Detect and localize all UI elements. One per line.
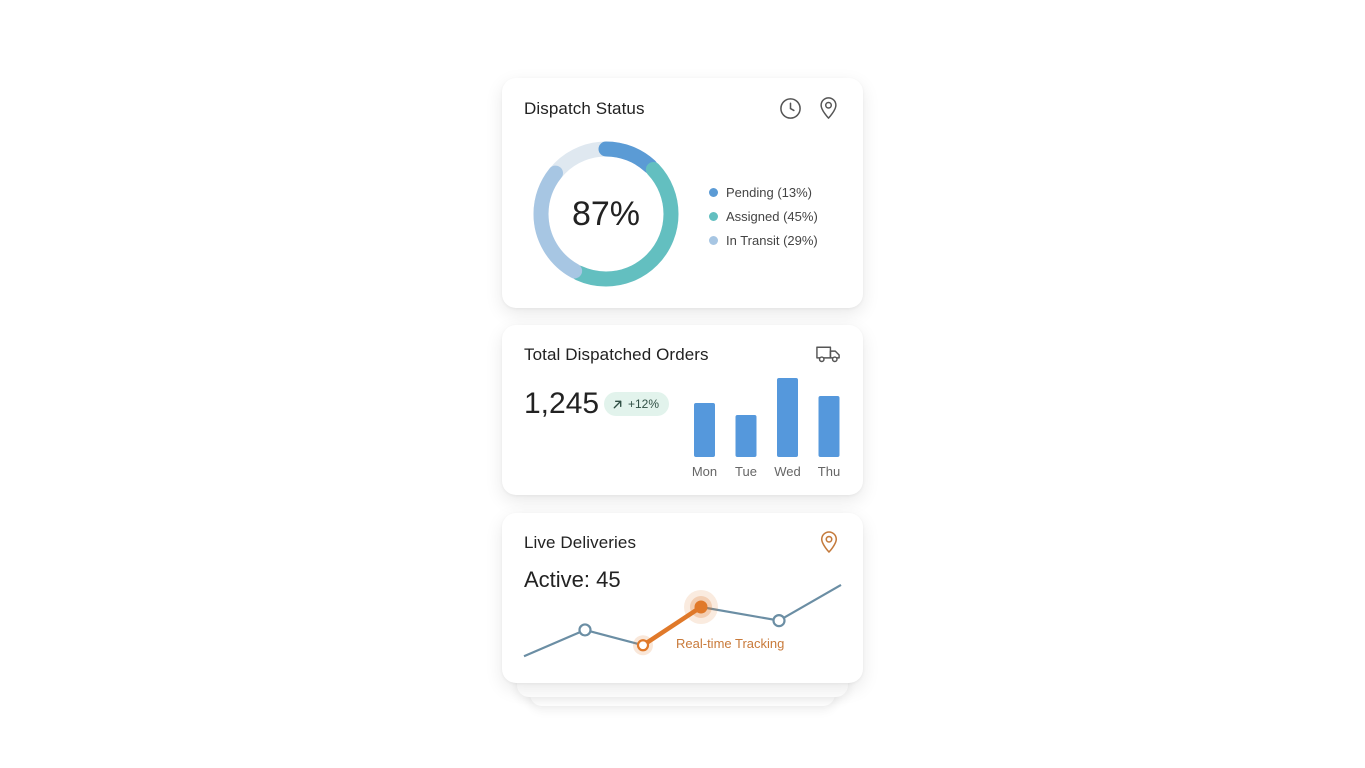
truck-icon[interactable] — [815, 344, 842, 364]
total-orders-value: 1,245 — [524, 387, 600, 420]
clock-icon[interactable] — [779, 97, 802, 120]
bar-label: Tue — [735, 464, 757, 479]
trend-value: +12% — [628, 397, 660, 411]
highlighted-segment — [640, 604, 704, 648]
donut-segment — [533, 141, 679, 287]
total-orders-title: Total Dispatched Orders — [524, 345, 709, 364]
live-deliveries-line-chart — [523, 583, 842, 658]
legend-label: In Transit (29%) — [726, 232, 818, 248]
legend-color-dot — [709, 211, 718, 221]
legend-item: In Transit (29%) — [709, 228, 818, 252]
bar-tue[interactable] — [735, 415, 757, 457]
donut-segment — [533, 141, 679, 287]
legend-label: Pending (13%) — [726, 184, 812, 200]
bar-thu[interactable] — [818, 396, 840, 457]
map-pin-icon[interactable] — [819, 530, 839, 554]
delivery-point[interactable] — [578, 623, 592, 637]
map-pin-icon[interactable] — [818, 96, 839, 120]
dispatch-status-card[interactable]: Dispatch Status 87% Pending (13%) Assigne… — [502, 78, 863, 308]
bar-label: Thu — [818, 464, 840, 479]
dispatch-status-title: Dispatch Status — [524, 99, 645, 118]
legend-color-dot — [709, 235, 718, 245]
dispatch-percentage: 87% — [571, 194, 641, 233]
delivery-point[interactable] — [772, 613, 786, 628]
bar-wed[interactable] — [777, 378, 798, 457]
legend-item: Assigned (45%) — [709, 204, 818, 228]
live-deliveries-card[interactable]: Live Deliveries Active: 45 Real-time Tra… — [502, 513, 863, 683]
orders-bar-chart: Mon Tue Wed Thu — [692, 378, 840, 479]
trend-badge: +12% — [604, 392, 670, 416]
legend-label: Assigned (45%) — [726, 208, 818, 224]
dispatch-donut-chart: 87% — [530, 138, 682, 290]
bar-label: Wed — [774, 464, 801, 479]
live-deliveries-title: Live Deliveries — [524, 533, 637, 552]
arrow-up-right-icon — [613, 400, 622, 408]
legend-item: Pending (13%) — [709, 180, 818, 204]
donut-segment — [533, 141, 679, 287]
real-time-tracking-label: Real-time Tracking — [676, 636, 785, 651]
bar-label: Mon — [692, 464, 717, 479]
live-vehicle-marker[interactable] — [694, 600, 708, 614]
active-deliveries-count: Active: 45 — [524, 567, 621, 592]
legend-color-dot — [709, 187, 718, 197]
delivery-point[interactable] — [636, 639, 650, 652]
dispatch-legend: Pending (13%) Assigned (45%) In Transit (2… — [709, 180, 818, 252]
total-orders-card[interactable]: Total Dispatched Orders 1,245 +12% Mon Tu… — [502, 325, 863, 495]
bar-mon[interactable] — [694, 403, 715, 457]
